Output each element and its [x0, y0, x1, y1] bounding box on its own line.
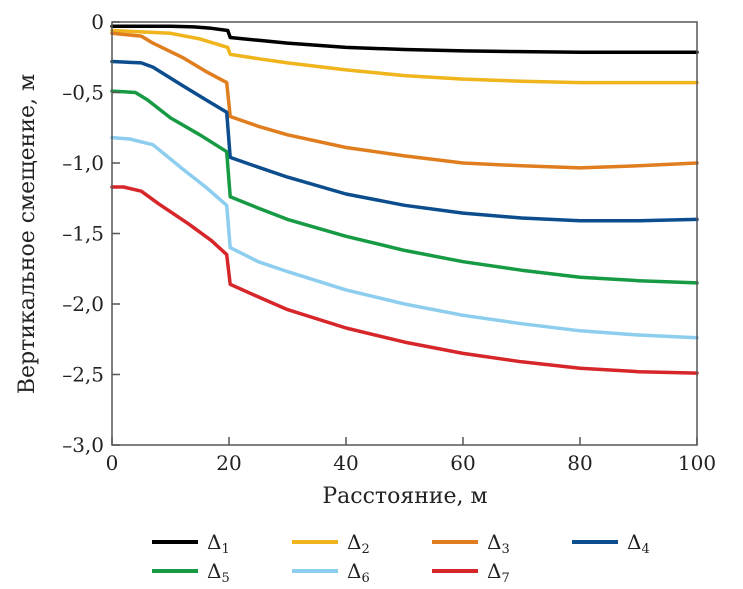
x-tick-label: 60	[450, 451, 475, 475]
legend-label-3: Δ3	[487, 530, 510, 557]
axes-layer: 0 20 40 60 80 100 0 –0,5 –1,0 –1,5 –2,0 –2,5 –3,0	[62, 10, 716, 475]
legend-label-7: Δ7	[487, 559, 510, 586]
y-tick-label: –2,5	[62, 363, 104, 387]
x-tick-label: 20	[216, 451, 241, 475]
series-line-7	[110, 185, 699, 375]
legend-label-4: Δ4	[627, 530, 650, 557]
y-tick-label: –3,0	[62, 433, 104, 457]
x-tick-label: 100	[678, 451, 716, 475]
legend-label-5: Δ5	[207, 559, 230, 586]
legend-label-6: Δ6	[347, 559, 370, 586]
series-layer	[110, 24, 699, 375]
series-line-5	[110, 89, 699, 285]
x-tick-label: 40	[333, 451, 358, 475]
legend-label-1: Δ1	[207, 530, 230, 557]
x-tick-label: 80	[567, 451, 592, 475]
y-tick-label: –2,0	[62, 292, 104, 316]
y-tick-label: –0,5	[62, 81, 104, 105]
x-axis-title: Расстояние, м	[322, 484, 487, 509]
series-line-1	[110, 24, 699, 55]
y-tick-label: –1,0	[62, 151, 104, 175]
x-tick-label: 0	[106, 451, 119, 475]
series-line-4	[110, 59, 699, 223]
series-line-6	[110, 135, 699, 340]
series-line-2	[110, 28, 699, 85]
y-tick-label: 0	[91, 10, 104, 34]
legend-label-2: Δ2	[347, 530, 370, 557]
y-tick-label: –1,5	[62, 222, 104, 246]
legend: Δ1 Δ2 Δ3 Δ4 Δ5 Δ6 Δ7	[152, 530, 650, 586]
y-axis-title: Вертикальное смещение, м	[15, 74, 40, 394]
series-line-3	[110, 31, 699, 170]
